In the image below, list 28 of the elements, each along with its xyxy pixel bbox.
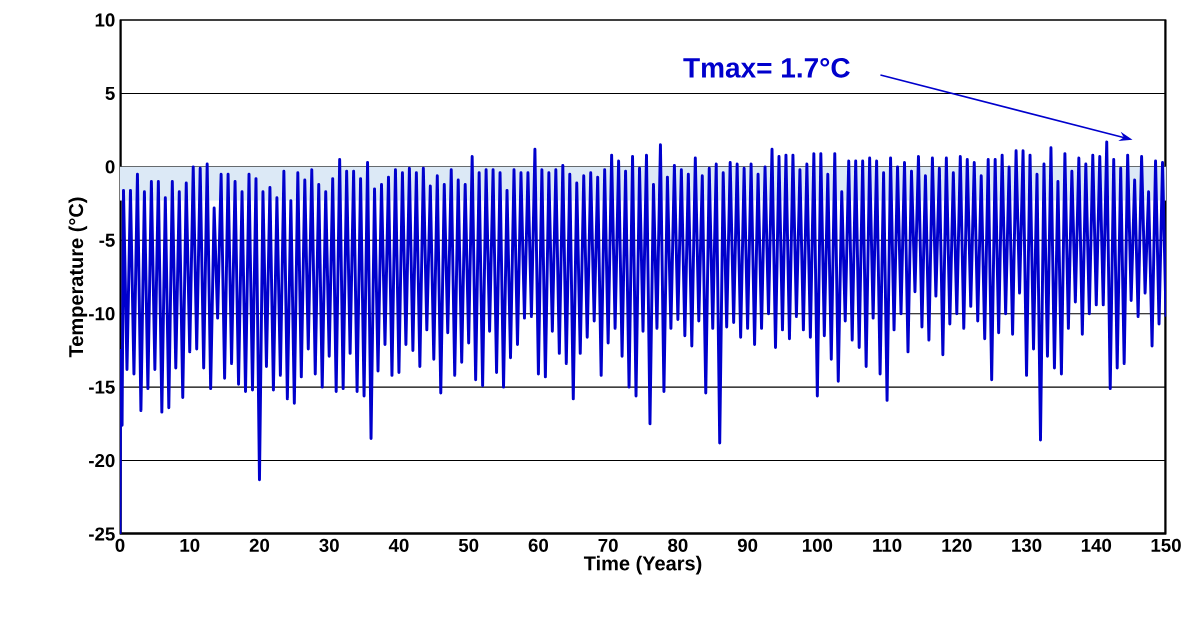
- x-tick-label: 0: [115, 538, 125, 552]
- y-tick-label: -25: [89, 527, 115, 541]
- x-tick-label: 150: [1151, 538, 1181, 552]
- y-tick-label: -5: [99, 233, 115, 247]
- y-tick-label: -10: [89, 307, 115, 321]
- y-axis-title: Temperature (°C): [68, 197, 88, 358]
- x-axis-title: Time (Years): [583, 555, 702, 575]
- y-tick-label: 0: [105, 160, 115, 174]
- x-tick-label: 80: [668, 538, 688, 552]
- annotation: Tmax= 1.7°C: [683, 57, 850, 78]
- x-tick-label: 40: [388, 538, 409, 552]
- x-tick-label: 100: [802, 538, 833, 552]
- x-tick-label: 50: [458, 538, 479, 552]
- x-tick-label: 70: [598, 538, 618, 552]
- y-tick-label: 5: [105, 86, 115, 100]
- x-tick-label: 110: [873, 538, 902, 552]
- x-tick-label: 10: [180, 538, 200, 552]
- y-tick-label: 10: [95, 13, 115, 27]
- line-series: [120, 140, 1167, 534]
- x-tick-label: 60: [528, 538, 549, 552]
- x-tick-label: 90: [737, 538, 758, 552]
- x-tick-label: 20: [249, 538, 270, 552]
- y-tick-label: -20: [89, 453, 115, 468]
- x-tick-label: 120: [942, 538, 972, 552]
- x-tick-label: 140: [1081, 538, 1112, 552]
- y-tick-label: -15: [89, 380, 115, 394]
- x-tick-label: 130: [1012, 538, 1042, 552]
- x-tick-label: 30: [319, 538, 339, 552]
